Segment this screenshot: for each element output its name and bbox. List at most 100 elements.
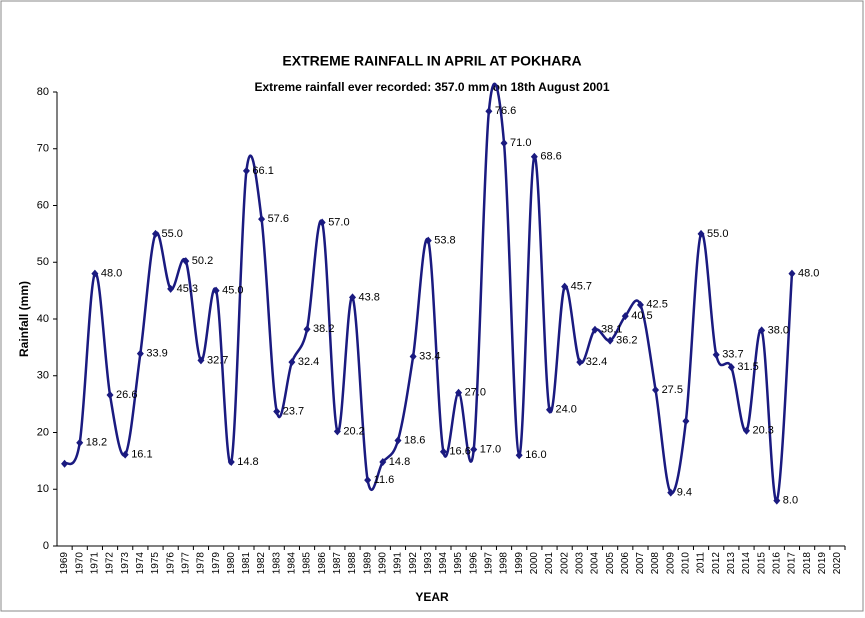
x-tick-label: 1971 <box>90 552 101 575</box>
y-tick-label: 30 <box>37 370 49 382</box>
data-label: 33.4 <box>419 350 440 362</box>
data-label: 45.3 <box>177 283 198 295</box>
x-tick-label: 1976 <box>165 552 176 575</box>
marker <box>712 350 720 359</box>
x-tick-label: 2008 <box>650 552 661 575</box>
data-label: 16.0 <box>525 449 546 461</box>
x-tick-label: 1987 <box>332 552 343 575</box>
data-label: 45.0 <box>222 285 243 297</box>
data-label: 27.0 <box>465 387 486 399</box>
marker <box>152 229 159 238</box>
marker <box>394 436 402 445</box>
data-label: 27.5 <box>662 384 683 396</box>
marker <box>485 107 493 116</box>
x-tick-label: 2004 <box>590 552 601 575</box>
data-label: 23.7 <box>283 405 304 417</box>
data-label: 9.4 <box>677 487 692 499</box>
x-tick-label: 1972 <box>105 552 116 575</box>
x-tick-label: 2018 <box>802 552 813 575</box>
data-label: 42.5 <box>646 299 667 311</box>
marker <box>379 458 387 467</box>
x-tick-label: 1975 <box>150 552 161 575</box>
marker <box>561 282 569 291</box>
y-tick-label: 80 <box>37 86 49 98</box>
marker <box>500 139 508 148</box>
x-tick-label: 2014 <box>741 552 752 575</box>
y-tick-label: 20 <box>37 426 49 438</box>
x-tick-label: 1973 <box>120 552 131 575</box>
data-label: 14.8 <box>237 456 258 468</box>
marker <box>621 312 629 321</box>
data-label: 32.4 <box>586 356 607 368</box>
x-tick-label: 2007 <box>635 552 646 575</box>
marker <box>318 218 326 227</box>
marker <box>530 152 538 161</box>
y-tick-label: 0 <box>43 540 49 552</box>
x-tick-label: 1985 <box>302 552 313 575</box>
data-label: 32.7 <box>207 354 228 366</box>
data-label: 76.6 <box>495 105 516 117</box>
marker <box>106 391 114 400</box>
data-label: 31.5 <box>737 361 758 373</box>
marker <box>121 450 129 459</box>
data-label: 68.6 <box>540 151 561 163</box>
x-tick-label: 2012 <box>711 552 722 575</box>
marker <box>212 286 220 295</box>
x-tick-label: 2009 <box>665 552 676 575</box>
marker <box>591 325 599 334</box>
data-label: 53.8 <box>434 235 455 247</box>
x-tick-label: 1969 <box>59 552 70 575</box>
y-tick-label: 70 <box>37 143 49 155</box>
data-label: 43.8 <box>359 291 380 303</box>
x-tick-label: 1979 <box>211 552 222 575</box>
data-label: 66.1 <box>252 165 273 177</box>
data-label: 33.9 <box>146 348 167 360</box>
x-tick-label: 2000 <box>529 552 540 575</box>
data-label: 33.7 <box>722 349 743 361</box>
x-tick-label: 1982 <box>256 552 267 575</box>
data-label: 48.0 <box>101 268 122 280</box>
data-label: 38.2 <box>313 323 334 335</box>
data-label: 16.1 <box>131 449 152 461</box>
marker <box>136 349 144 358</box>
marker <box>273 407 281 416</box>
data-label: 32.4 <box>298 356 319 368</box>
x-tick-label: 1981 <box>241 552 252 575</box>
marker <box>197 356 205 365</box>
data-label: 55.0 <box>707 228 728 240</box>
x-tick-label: 1977 <box>180 552 191 575</box>
marker <box>606 336 614 345</box>
data-label: 8.0 <box>783 495 798 507</box>
x-tick-label: 1983 <box>271 552 282 575</box>
marker <box>258 215 266 224</box>
chart-title: EXTREME RAINFALL IN APRIL AT POKHARA <box>282 53 581 69</box>
x-tick-label: 2001 <box>544 552 555 575</box>
marker <box>303 325 311 334</box>
marker <box>546 405 553 414</box>
data-label: 14.8 <box>389 456 410 468</box>
x-tick-label: 2015 <box>756 552 767 575</box>
marker <box>773 496 781 505</box>
marker <box>349 293 356 302</box>
x-tick-label: 2006 <box>620 552 631 575</box>
x-tick-label: 1997 <box>484 552 495 575</box>
data-label: 57.6 <box>268 213 289 225</box>
marker <box>288 358 296 367</box>
x-tick-label: 1984 <box>287 552 298 575</box>
marker <box>91 269 99 278</box>
data-label: 24.0 <box>556 404 577 416</box>
x-tick-label: 2020 <box>832 552 843 575</box>
y-tick-label: 60 <box>37 199 49 211</box>
x-tick-label: 1988 <box>347 552 358 575</box>
y-axis-label: Rainfall (mm) <box>17 281 31 357</box>
data-label: 40.5 <box>631 310 652 322</box>
x-tick-label: 1995 <box>453 552 464 575</box>
data-label: 16.6 <box>449 446 470 458</box>
marker <box>470 445 478 454</box>
data-label: 38.0 <box>768 324 789 336</box>
x-tick-label: 2017 <box>787 552 798 575</box>
x-tick-label: 1970 <box>74 552 85 575</box>
marker <box>667 488 675 497</box>
marker <box>455 388 463 397</box>
data-label: 45.7 <box>571 281 592 293</box>
